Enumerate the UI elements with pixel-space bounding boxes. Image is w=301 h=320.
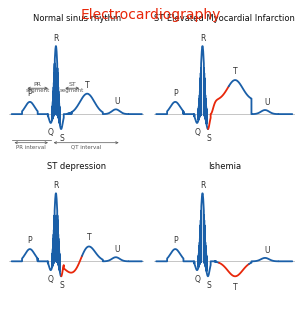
Text: R: R — [53, 34, 59, 43]
Text: U: U — [115, 97, 120, 106]
Text: R: R — [200, 34, 205, 43]
Title: Ishemia: Ishemia — [208, 162, 241, 171]
Title: ST depression: ST depression — [47, 162, 106, 171]
Title: Normal sinus rhythm: Normal sinus rhythm — [33, 14, 121, 23]
Text: T: T — [87, 233, 91, 242]
Title: ST Elevated Myocardial Infarction: ST Elevated Myocardial Infarction — [154, 14, 295, 23]
Text: ST: ST — [68, 82, 76, 86]
Text: T: T — [233, 67, 237, 76]
Text: P: P — [27, 236, 32, 245]
Text: PR interval: PR interval — [16, 145, 46, 150]
Text: R: R — [200, 181, 205, 190]
Text: Q: Q — [48, 128, 54, 137]
Text: segment: segment — [60, 88, 84, 93]
Text: Q: Q — [48, 275, 54, 284]
Text: P: P — [173, 89, 177, 98]
Text: T: T — [233, 283, 237, 292]
Text: Q: Q — [194, 275, 200, 284]
Text: QT interval: QT interval — [71, 145, 101, 150]
Text: Electrocardiography: Electrocardiography — [80, 8, 221, 22]
Text: S: S — [207, 134, 212, 143]
Text: PR: PR — [34, 82, 42, 86]
Text: S: S — [60, 281, 65, 290]
Text: U: U — [264, 245, 270, 254]
Text: U: U — [264, 98, 270, 107]
Text: U: U — [115, 245, 120, 254]
Text: Q: Q — [194, 128, 200, 137]
Text: segment: segment — [26, 88, 50, 93]
Text: S: S — [207, 281, 212, 290]
Text: R: R — [53, 181, 59, 190]
Text: P: P — [173, 236, 177, 245]
Text: P: P — [27, 89, 32, 98]
Text: T: T — [85, 81, 90, 90]
Text: S: S — [60, 134, 65, 143]
